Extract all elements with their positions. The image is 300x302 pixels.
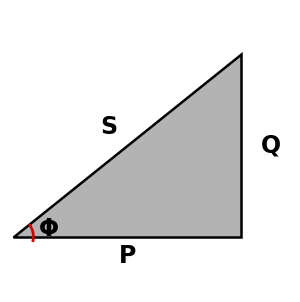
Text: Q: Q [261,133,281,157]
Text: P: P [118,244,136,268]
Polygon shape [13,54,242,237]
Text: S: S [100,115,117,139]
Text: Φ: Φ [39,217,59,241]
